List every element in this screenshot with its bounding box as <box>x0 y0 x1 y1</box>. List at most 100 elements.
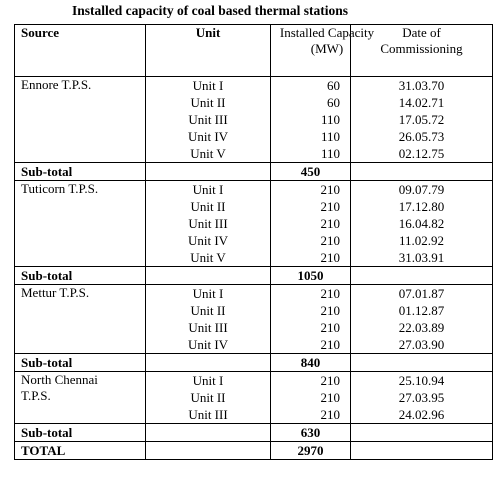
unit-cell: Unit I <box>145 76 271 94</box>
source-name: Mettur T.P.S. <box>21 285 90 300</box>
subtotal-value: 630 <box>270 423 351 442</box>
capacity-cell: 210 <box>270 249 351 267</box>
header-cell: Source <box>14 24 146 77</box>
header-cell: Unit <box>145 24 271 77</box>
empty-cell <box>145 266 271 285</box>
unit-row: Tuticorn T.P.S. Unit I 210 09.07.79 <box>14 180 493 267</box>
capacity-table: Source Unit Installed Capacity (MW) Date… <box>14 24 493 460</box>
capacity-cell: 210 <box>270 389 351 406</box>
unit-row: Unit II 60 14.02.71 <box>15 94 493 111</box>
unit-row: Mettur T.P.S. Unit I 210 07.01.87 <box>14 284 493 354</box>
unit-row: Unit IV 210 11.02.92 <box>15 232 493 249</box>
date-cell: 22.03.89 <box>350 319 493 336</box>
date-cell: 11.02.92 <box>350 232 493 249</box>
table-body: Ennore T.P.S. Unit I 60 31.03.70 Unit II 60 14… <box>14 76 493 460</box>
source-name: Tuticorn T.P.S. <box>21 181 99 196</box>
empty-cell <box>145 353 271 372</box>
date-cell: 01.12.87 <box>350 302 493 319</box>
date-cell: 17.05.72 <box>350 111 493 128</box>
source-cell: Tuticorn T.P.S. <box>14 180 146 267</box>
capacity-cell: 210 <box>270 180 351 198</box>
date-cell: 27.03.90 <box>350 336 493 354</box>
capacity-cell: 210 <box>270 215 351 232</box>
total-label: TOTAL <box>14 441 146 460</box>
unit-cell: Unit II <box>145 198 271 215</box>
source-cell: Ennore T.P.S. <box>14 76 146 163</box>
subtotal-value: 450 <box>270 162 351 181</box>
source-name: Ennore T.P.S. <box>21 77 92 92</box>
header-cell: Date of Commissioning <box>350 24 493 77</box>
total-value: 2970 <box>270 441 351 460</box>
unit-row: Unit III 110 17.05.72 <box>15 111 493 128</box>
unit-row: Unit V 110 02.12.75 <box>15 145 493 163</box>
date-cell: 25.10.94 <box>350 371 493 389</box>
capacity-cell: 210 <box>270 284 351 302</box>
unit-row: Unit V 210 31.03.91 <box>15 249 493 267</box>
date-cell: 24.02.96 <box>350 406 493 424</box>
date-cell: 17.12.80 <box>350 198 493 215</box>
unit-cell: Unit I <box>145 180 271 198</box>
unit-row: Unit IV 110 26.05.73 <box>15 128 493 145</box>
subtotal-row: Sub-total 840 <box>14 353 493 372</box>
unit-cell: Unit III <box>145 319 271 336</box>
unit-row: Unit II 210 17.12.80 <box>15 198 493 215</box>
unit-row: Unit II 210 01.12.87 <box>15 302 493 319</box>
date-cell: 26.05.73 <box>350 128 493 145</box>
date-cell: 09.07.79 <box>350 180 493 198</box>
unit-row: Unit III 210 24.02.96 <box>15 406 493 424</box>
empty-cell <box>350 423 493 442</box>
unit-cell: Unit I <box>145 371 271 389</box>
empty-cell <box>145 423 271 442</box>
capacity-cell: 110 <box>270 145 351 163</box>
unit-cell: Unit II <box>145 302 271 319</box>
subtotal-value: 840 <box>270 353 351 372</box>
subtotal-label: Sub-total <box>14 162 146 181</box>
capacity-cell: 60 <box>270 94 351 111</box>
unit-cell: Unit V <box>145 145 271 163</box>
date-cell: 27.03.95 <box>350 389 493 406</box>
unit-cell: Unit V <box>145 249 271 267</box>
unit-cell: Unit IV <box>145 336 271 354</box>
date-cell: 02.12.75 <box>350 145 493 163</box>
unit-cell: Unit IV <box>145 128 271 145</box>
empty-cell <box>145 441 271 460</box>
subtotal-row: Sub-total 450 <box>14 162 493 181</box>
subtotal-row: Sub-total 630 <box>14 423 493 442</box>
date-cell: 31.03.70 <box>350 76 493 94</box>
table-title: Installed capacity of coal based thermal… <box>72 3 348 18</box>
subtotal-label: Sub-total <box>14 266 146 285</box>
source-cell: Mettur T.P.S. <box>14 284 146 354</box>
unit-row: Unit III 210 16.04.82 <box>15 215 493 232</box>
unit-cell: Unit II <box>145 389 271 406</box>
capacity-cell: 210 <box>270 319 351 336</box>
unit-cell: Unit I <box>145 284 271 302</box>
capacity-cell: 110 <box>270 111 351 128</box>
capacity-cell: 210 <box>270 336 351 354</box>
empty-cell <box>350 266 493 285</box>
empty-cell <box>350 162 493 181</box>
unit-cell: Unit IV <box>145 232 271 249</box>
empty-cell <box>350 353 493 372</box>
unit-cell: Unit III <box>145 111 271 128</box>
date-cell: 07.01.87 <box>350 284 493 302</box>
capacity-cell: 210 <box>270 232 351 249</box>
subtotal-label: Sub-total <box>14 353 146 372</box>
source-name: North Chennai T.P.S. <box>21 372 98 403</box>
subtotal-label: Sub-total <box>14 423 146 442</box>
subtotal-row: Sub-total 1050 <box>14 266 493 285</box>
subtotal-value: 1050 <box>270 266 351 285</box>
capacity-cell: 210 <box>270 406 351 424</box>
capacity-cell: 60 <box>270 76 351 94</box>
unit-row: Unit II 210 27.03.95 <box>15 389 493 406</box>
capacity-cell: 210 <box>270 371 351 389</box>
date-cell: 16.04.82 <box>350 215 493 232</box>
unit-cell: Unit III <box>145 215 271 232</box>
unit-cell: Unit II <box>145 94 271 111</box>
unit-row: Unit IV 210 27.03.90 <box>15 336 493 354</box>
source-cell: North Chennai T.P.S. <box>14 371 146 424</box>
empty-cell <box>145 162 271 181</box>
total-row: TOTAL 2970 <box>14 441 493 460</box>
unit-cell: Unit III <box>145 406 271 424</box>
unit-row: North Chennai T.P.S. Unit I 210 25.10.94 <box>14 371 493 424</box>
